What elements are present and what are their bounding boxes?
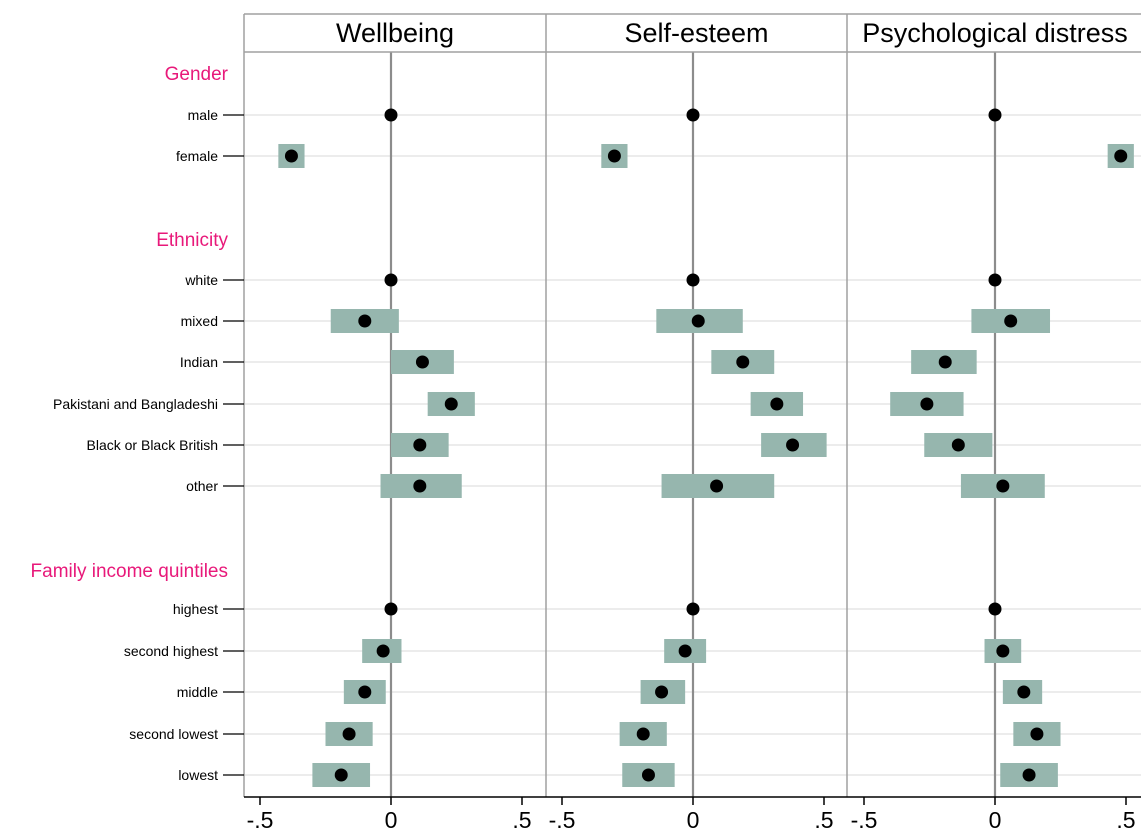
estimate-point-indian-self-esteem <box>736 355 750 369</box>
estimate-point-highest-wellbeing <box>384 602 398 616</box>
panel-title-self-esteem: Self-esteem <box>624 18 768 48</box>
estimate-point-indian-psychological-distress <box>938 355 952 369</box>
group-label-family-income-quintiles: Family income quintiles <box>31 561 228 582</box>
x-tick-label: -.5 <box>851 807 878 833</box>
row-label-second-highest: second highest <box>124 643 218 659</box>
estimate-point-second-lowest-wellbeing <box>342 727 356 741</box>
row-label-second-lowest: second lowest <box>129 726 218 742</box>
estimate-point-mixed-psychological-distress <box>1004 314 1018 328</box>
estimate-point-pakistani-and-bangladeshi-self-esteem <box>770 397 784 411</box>
panel-frame-layer <box>243 13 1141 797</box>
x-tick-label: .5 <box>814 807 833 833</box>
panel-title-psychological-distress: Psychological distress <box>862 18 1128 48</box>
estimate-point-second-lowest-self-esteem <box>636 727 650 741</box>
estimate-point-layer <box>284 108 1128 782</box>
estimate-point-other-wellbeing <box>413 479 427 493</box>
estimate-point-male-wellbeing <box>384 108 398 122</box>
zero-line-layer <box>389 52 997 797</box>
x-tick-label: 0 <box>385 807 398 833</box>
estimate-point-middle-wellbeing <box>358 685 372 699</box>
group-label-gender: Gender <box>165 64 229 85</box>
estimate-point-highest-self-esteem <box>686 602 700 616</box>
row-label-middle: middle <box>177 684 218 700</box>
panel-title-layer: Wellbeing Self-esteem Psychological distre… <box>336 18 1128 48</box>
estimate-point-black-or-black-british-wellbeing <box>413 438 427 452</box>
row-label-pakistani-and-bangladeshi: Pakistani and Bangladeshi <box>53 396 218 412</box>
x-tick-label: 0 <box>687 807 700 833</box>
estimate-point-black-or-black-british-psychological-distress <box>951 438 965 452</box>
estimate-point-mixed-self-esteem <box>691 314 705 328</box>
estimate-point-black-or-black-british-self-esteem <box>786 438 800 452</box>
x-axis-layer: -.5 0 .5 -.5 0 .5 -.5 0 .5 <box>244 796 1141 833</box>
estimate-point-female-wellbeing <box>284 149 298 163</box>
estimate-point-white-wellbeing <box>384 273 398 287</box>
row-label-mixed: mixed <box>181 313 218 329</box>
estimate-point-middle-psychological-distress <box>1017 685 1031 699</box>
estimate-point-lowest-self-esteem <box>641 768 655 782</box>
estimate-point-female-psychological-distress <box>1114 149 1128 163</box>
x-tick-label: .5 <box>512 807 531 833</box>
estimate-point-lowest-psychological-distress <box>1022 768 1036 782</box>
x-tick-label: 0 <box>989 807 1002 833</box>
row-label-black-or-black-british: Black or Black British <box>87 437 218 453</box>
row-label-male: male <box>188 107 219 123</box>
estimate-point-mixed-wellbeing <box>358 314 372 328</box>
row-label-other: other <box>186 478 218 494</box>
estimate-point-white-self-esteem <box>686 273 700 287</box>
row-label-lowest: lowest <box>178 767 218 783</box>
x-tick-label: .5 <box>1116 807 1135 833</box>
estimate-point-other-self-esteem <box>710 479 724 493</box>
estimate-point-lowest-wellbeing <box>334 768 348 782</box>
confidence-interval-layer <box>278 144 1134 787</box>
estimate-point-pakistani-and-bangladeshi-psychological-distress <box>920 397 934 411</box>
estimate-point-male-psychological-distress <box>988 108 1002 122</box>
estimate-point-middle-self-esteem <box>655 685 669 699</box>
estimate-point-male-self-esteem <box>686 108 700 122</box>
estimate-point-second-highest-self-esteem <box>678 644 692 658</box>
estimate-point-white-psychological-distress <box>988 273 1002 287</box>
row-label-layer: Gender male female Ethnicity white mixed India… <box>31 64 244 783</box>
estimate-point-pakistani-and-bangladeshi-wellbeing <box>444 397 458 411</box>
x-tick-label: -.5 <box>247 807 274 833</box>
panel-title-wellbeing: Wellbeing <box>336 18 454 48</box>
estimate-point-second-highest-wellbeing <box>376 644 390 658</box>
estimate-point-second-highest-psychological-distress <box>996 644 1010 658</box>
estimate-point-highest-psychological-distress <box>988 602 1002 616</box>
estimate-point-other-psychological-distress <box>996 479 1010 493</box>
row-label-highest: highest <box>173 601 218 617</box>
row-label-indian: Indian <box>180 354 218 370</box>
group-label-ethnicity: Ethnicity <box>156 230 228 251</box>
x-tick-label: -.5 <box>549 807 576 833</box>
row-label-female: female <box>176 148 218 164</box>
estimate-point-indian-wellbeing <box>415 355 429 369</box>
estimate-point-second-lowest-psychological-distress <box>1030 727 1044 741</box>
row-label-white: white <box>184 272 218 288</box>
estimate-point-female-self-esteem <box>607 149 621 163</box>
